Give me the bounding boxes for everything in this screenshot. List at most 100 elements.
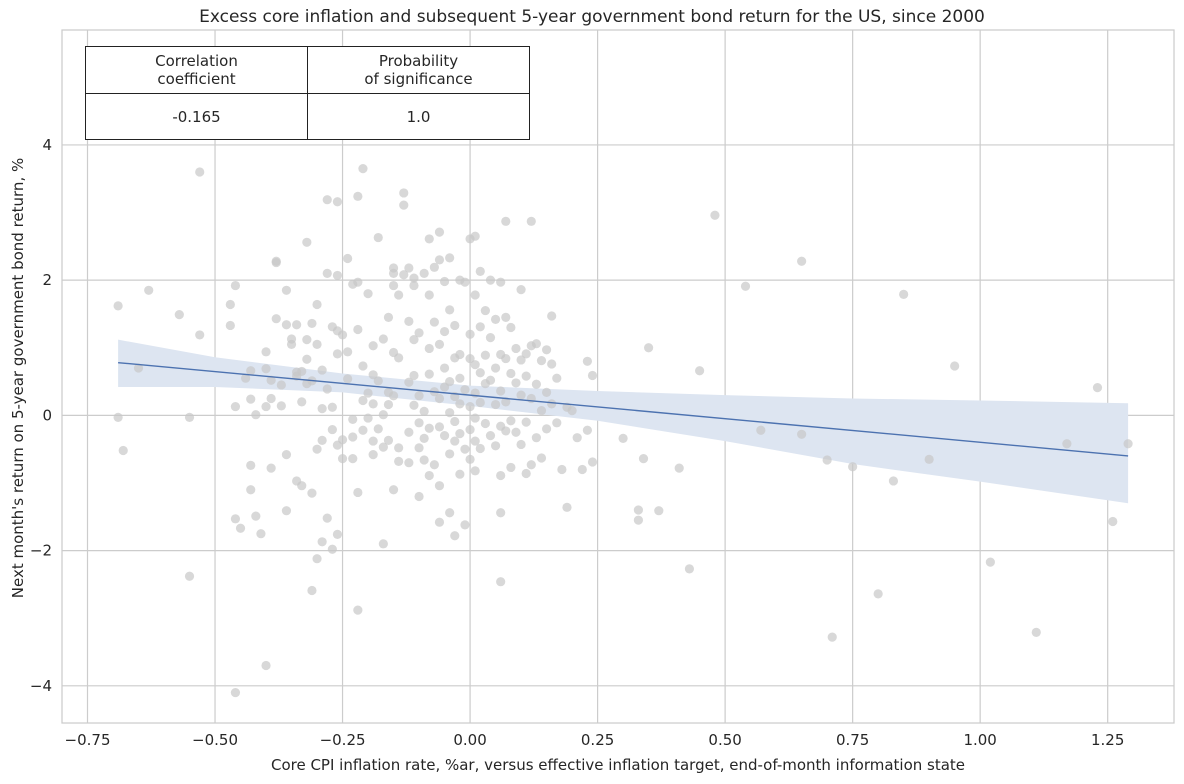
scatter-point xyxy=(577,464,587,475)
scatter-point xyxy=(327,424,337,435)
scatter-point xyxy=(312,554,322,564)
scatter-point xyxy=(501,426,511,436)
scatter-point xyxy=(526,216,536,226)
scatter-point xyxy=(409,370,419,381)
scatter-point xyxy=(312,444,322,454)
scatter-point xyxy=(1108,516,1118,527)
scatter-point xyxy=(429,317,439,327)
scatter-point xyxy=(496,577,506,587)
scatter-point xyxy=(848,462,858,472)
scatter-point xyxy=(353,487,363,498)
scatter-point xyxy=(445,253,455,263)
scatter-point xyxy=(307,585,317,596)
scatter-point xyxy=(434,481,445,491)
scatter-point xyxy=(445,376,455,387)
scatter-point xyxy=(511,378,521,388)
scatter-point xyxy=(531,379,541,389)
scatter-point xyxy=(368,399,378,409)
scatter-point xyxy=(924,454,934,464)
scatter-point xyxy=(368,341,378,351)
scatter-point xyxy=(322,268,332,278)
scatter-point xyxy=(409,280,419,291)
scatter-point xyxy=(633,505,644,515)
scatter-point xyxy=(429,262,439,272)
scatter-point xyxy=(414,391,424,401)
plot-frame xyxy=(61,29,1175,724)
scatter-point xyxy=(587,457,598,467)
regression-line-path xyxy=(118,361,1129,457)
scatter-point xyxy=(434,422,445,432)
scatter-point xyxy=(388,485,399,495)
scatter-point xyxy=(363,289,373,299)
scatter-point xyxy=(439,363,450,373)
scatter-point xyxy=(332,270,343,281)
scatter-point xyxy=(445,449,455,459)
scatter-point xyxy=(633,515,644,525)
scatter-point xyxy=(740,281,751,291)
scatter-point xyxy=(368,449,378,460)
scatter-point xyxy=(572,433,582,443)
scatter-point xyxy=(419,268,429,278)
scatter-point xyxy=(531,339,541,349)
scatter-point xyxy=(562,502,572,512)
scatter-point xyxy=(383,399,394,410)
scatter-point xyxy=(455,373,465,383)
scatter-point xyxy=(521,468,531,479)
scatter-point xyxy=(424,343,434,354)
scatter-point xyxy=(322,195,332,205)
scatter-point xyxy=(501,312,511,322)
scatter-point xyxy=(434,255,445,265)
scatter-point xyxy=(113,412,123,423)
scatter-point xyxy=(378,539,388,549)
x-tick-label: −0.75 xyxy=(65,731,111,749)
scatter-point xyxy=(302,335,312,345)
scatter-point xyxy=(526,460,536,470)
scatter-point xyxy=(516,285,526,295)
scatter-point xyxy=(419,406,429,416)
scatter-point xyxy=(485,375,496,385)
scatter-point xyxy=(827,632,837,642)
scatter-point xyxy=(465,454,475,464)
scatter-point xyxy=(276,380,286,390)
scatter-point xyxy=(337,435,348,445)
scatter-point xyxy=(695,366,705,376)
x-tick-label: −0.50 xyxy=(192,731,238,749)
scatter-point xyxy=(985,557,995,567)
scatter-point xyxy=(404,427,414,437)
scatter-point xyxy=(297,481,307,491)
scatter-point xyxy=(394,443,404,453)
scatter-point xyxy=(490,399,501,410)
scatter-point xyxy=(450,320,460,331)
scatter-point xyxy=(531,433,541,443)
scatter-point xyxy=(470,466,480,476)
scatter-point xyxy=(271,257,281,268)
scatter-point xyxy=(327,544,337,554)
x-tick-label: 0.00 xyxy=(453,731,486,749)
grid xyxy=(62,30,1174,723)
y-tick-label: 4 xyxy=(42,136,52,154)
x-tick-labels: −0.75 −0.50 −0.25 0.00 0.25 0.50 0.75 1.00 1.25 xyxy=(65,731,1125,749)
scatter-point xyxy=(271,314,281,324)
scatter-point xyxy=(409,335,419,345)
scatter-point xyxy=(511,343,521,354)
scatter-point xyxy=(424,290,434,300)
scatter-point xyxy=(358,425,368,435)
scatter-point xyxy=(460,444,470,454)
scatter-point xyxy=(424,470,434,481)
scatter-point xyxy=(455,349,465,360)
scatter-point xyxy=(195,167,205,177)
scatter-point xyxy=(547,359,557,369)
scatter-point xyxy=(118,445,128,456)
scatter-point xyxy=(378,410,388,420)
scatter-point xyxy=(567,406,577,416)
x-tick-label: 0.25 xyxy=(581,731,614,749)
scatter-point xyxy=(445,508,455,518)
scatter-point xyxy=(414,418,424,428)
scatter-point xyxy=(332,529,343,539)
scatter-point xyxy=(348,432,358,442)
scatter-point xyxy=(536,453,547,463)
scatter-point xyxy=(756,425,766,435)
scatter-point xyxy=(480,418,490,429)
y-tick-label: −4 xyxy=(30,677,52,695)
scatter-point xyxy=(332,349,343,359)
